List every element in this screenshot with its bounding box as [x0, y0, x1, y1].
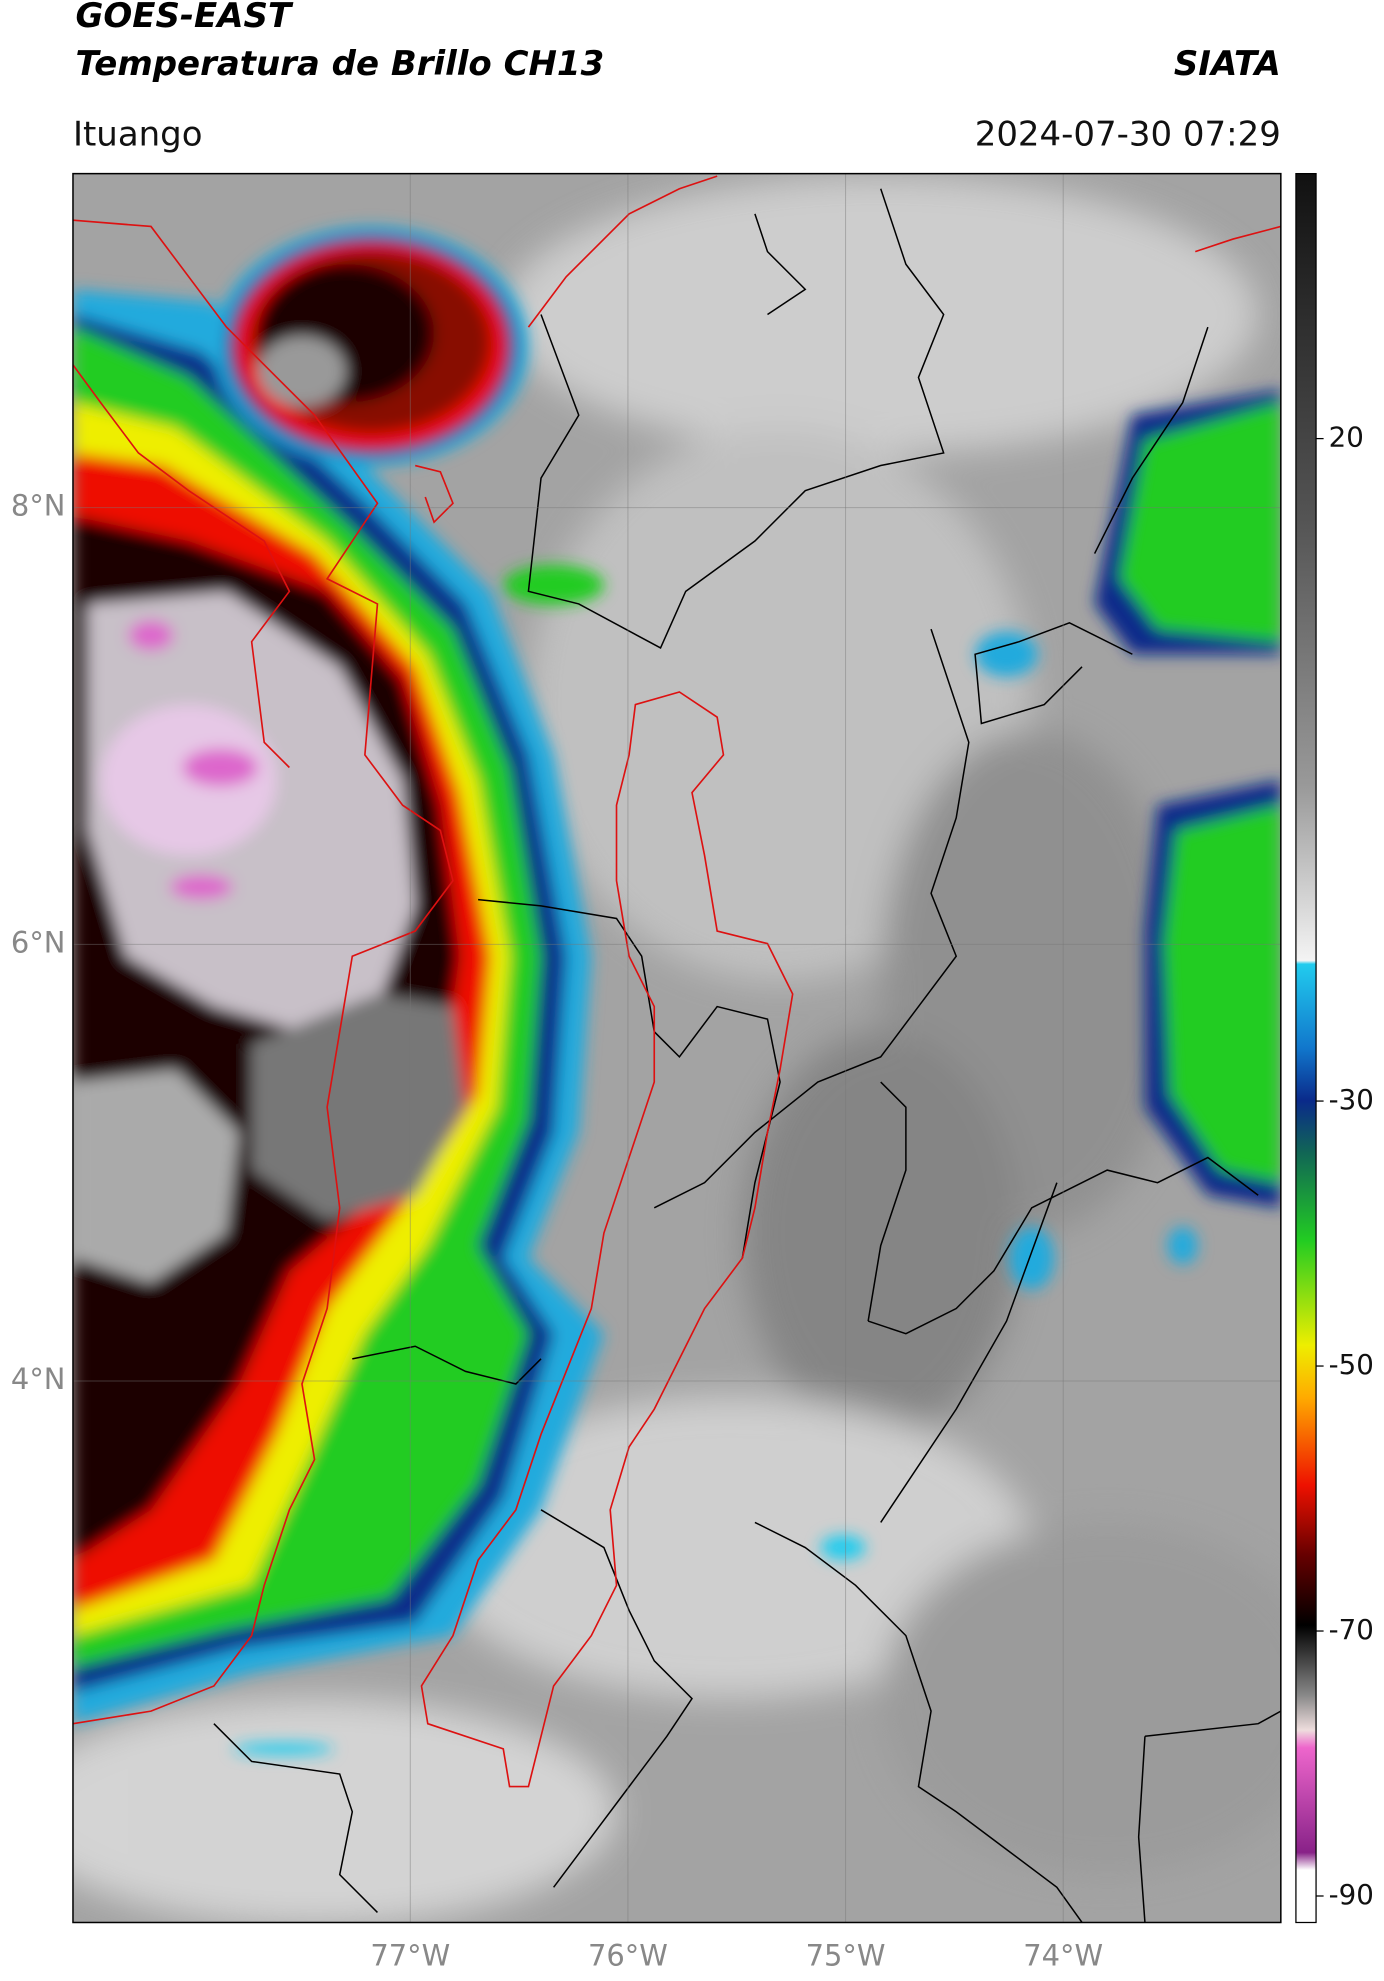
datetime: 2024-07-30 07:29: [975, 114, 1281, 154]
lon-tick-label: 75°W: [806, 1939, 886, 1973]
colorbar-tick-label: 20: [1329, 421, 1364, 454]
colorbar: [1295, 172, 1317, 1924]
colorbar-tick-label: -70: [1329, 1613, 1374, 1646]
satellite-image: [72, 173, 1281, 1923]
lat-tick-label: 6°N: [11, 925, 66, 959]
colorbar-tick-label: -30: [1329, 1083, 1374, 1116]
location: Ituango: [73, 114, 203, 154]
lat-tick-label: 8°N: [11, 489, 66, 523]
lon-tick-label: 76°W: [588, 1939, 668, 1973]
colorbar-tick-label: -90: [1329, 1878, 1374, 1911]
colorbar-tick-label: -50: [1329, 1348, 1374, 1381]
lon-tick-label: 77°W: [370, 1939, 450, 1973]
subtitle: Temperatura de Brillo CH13: [75, 44, 604, 84]
title: GOES-EAST: [75, 0, 293, 36]
agency: SIATA: [1174, 44, 1281, 84]
lon-tick-label: 74°W: [1023, 1939, 1103, 1973]
lat-tick-label: 4°N: [11, 1362, 66, 1396]
map-frame: [72, 172, 1282, 1924]
